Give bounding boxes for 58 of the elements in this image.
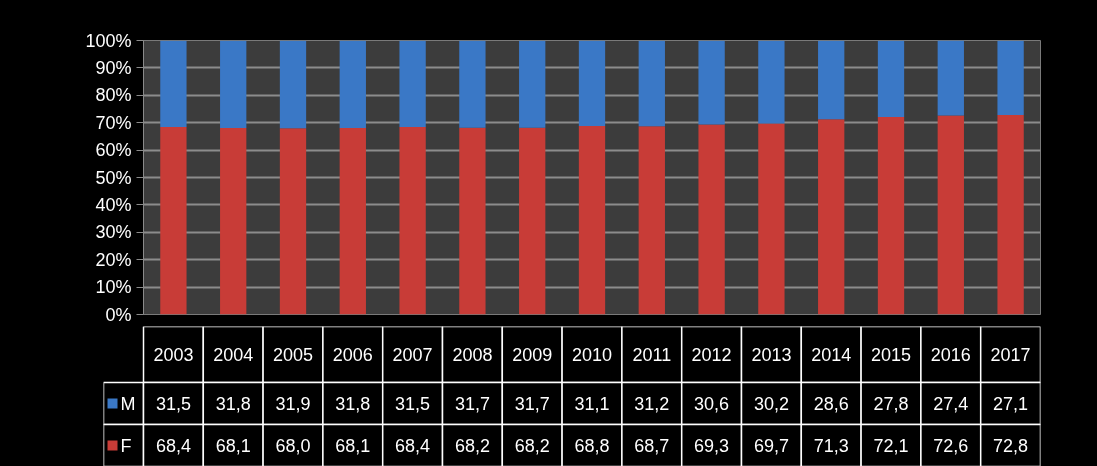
x-tick-label: 2007 [392,345,433,365]
data-label: 30,2 [753,394,789,414]
x-tick-label: 2006 [332,345,373,365]
legend-label: F [120,435,132,456]
x-tick-label: 2013 [751,345,792,365]
y-tick-label: 30% [95,222,132,243]
y-tick-label: 20% [95,249,132,270]
y-tick-label: 100% [85,30,132,51]
x-tick-label: 2005 [272,345,314,365]
data-label: 31,1 [574,394,610,414]
data-label: 27,1 [993,394,1029,414]
data-label: 31,2 [634,394,670,414]
data-label: 68,8 [574,436,610,456]
y-tick-label: 40% [95,194,132,215]
data-label: 68,1 [335,436,371,456]
data-label: 68,0 [275,436,311,456]
x-tick-label: 2016 [930,345,971,365]
data-label: 31,9 [275,394,311,414]
data-label: 68,1 [215,436,251,456]
x-tick-label: 2008 [452,345,493,365]
y-tick-label: 0% [105,304,132,325]
data-label: 68,4 [395,436,431,456]
x-tick-label: 2014 [811,345,852,365]
data-label: 31,5 [395,394,431,414]
y-tick-label: 10% [95,277,132,298]
x-tick-label: 2003 [153,345,194,365]
y-tick-label: 60% [95,140,132,161]
data-label: 28,6 [813,394,849,414]
data-label: 71,3 [813,436,849,456]
data-label: 72,1 [873,436,909,456]
x-tick-label: 2017 [990,345,1031,365]
data-label: 31,7 [454,394,490,414]
data-label: 30,6 [694,394,730,414]
data-label: 69,3 [694,436,730,456]
data-label: 31,5 [155,394,191,414]
y-tick-label: 90% [95,57,132,78]
y-tick-label: 70% [95,112,132,133]
data-label: 31,7 [514,394,550,414]
data-label: 68,2 [454,436,490,456]
x-tick-label: 2015 [870,345,912,365]
x-tick-label: 2009 [512,345,553,365]
data-label: 68,2 [514,436,550,456]
legend-label: M [120,393,136,414]
data-label: 72,6 [933,436,969,456]
x-tick-label: 2004 [213,345,254,365]
x-tick-label: 2011 [632,345,672,365]
data-label: 68,4 [155,436,191,456]
x-tick-label: 2012 [691,345,732,365]
y-tick-label: 50% [95,167,132,188]
data-label: 31,8 [335,394,371,414]
data-label: 27,8 [873,394,909,414]
data-label: 31,8 [215,394,251,414]
data-label: 68,7 [634,436,670,456]
data-label: 69,7 [753,436,789,456]
x-tick-label: 2010 [571,345,613,365]
y-tick-label: 80% [95,85,132,106]
data-label: 72,8 [993,436,1029,456]
data-label: 27,4 [933,394,969,414]
